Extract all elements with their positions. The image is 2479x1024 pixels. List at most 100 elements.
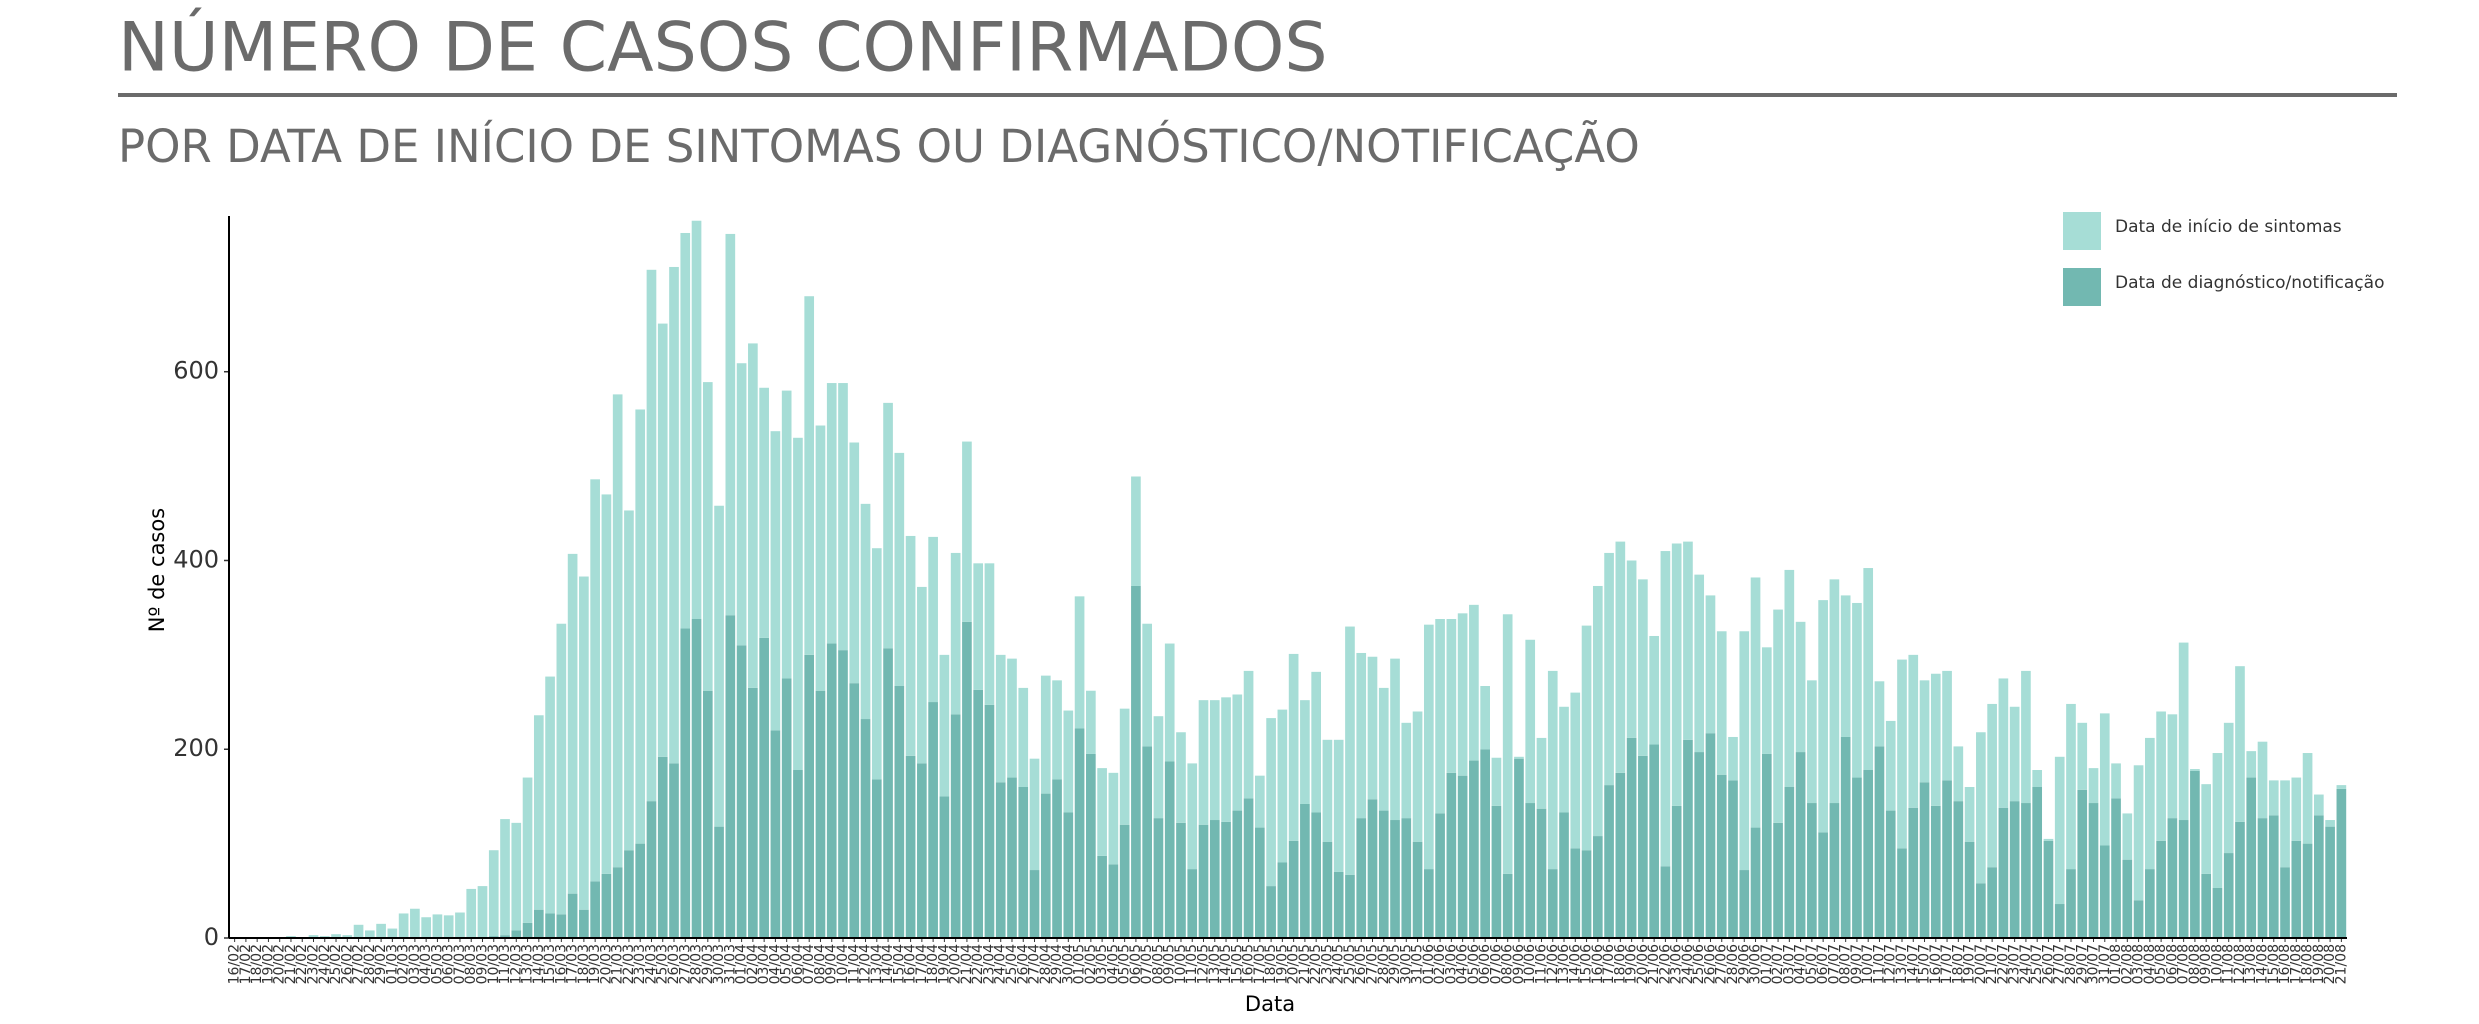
x-tick-label: 18/06: [1612, 944, 1628, 984]
bar: [635, 843, 646, 938]
legend-label: Data de diagnóstico/notificação: [2115, 273, 2384, 293]
x-tick-label: 09/05: [1162, 944, 1178, 984]
bar: [1367, 799, 1378, 938]
bar: [601, 873, 612, 938]
x-tick-label: 16/03: [553, 944, 569, 984]
bar: [2336, 788, 2347, 938]
bar: [1885, 810, 1896, 938]
bar: [2054, 904, 2065, 938]
x-tick-label: 12/04: [858, 944, 874, 984]
bar: [1559, 812, 1569, 938]
x-tick-label: 17/05: [1252, 944, 1268, 984]
bar: [657, 756, 668, 938]
x-tick-label: 24/05: [1331, 944, 1347, 984]
bar: [1908, 654, 1919, 808]
y-tick-label: 600: [173, 357, 219, 385]
bar: [1232, 694, 1243, 811]
bar: [1378, 687, 1389, 811]
x-tick-label: 30/07: [2086, 944, 2102, 984]
x-tick-label: 19/04: [936, 944, 952, 984]
bar: [522, 777, 533, 923]
x-tick-label: 16/08: [2277, 944, 2293, 984]
x-tick-label: 08/03: [463, 944, 479, 984]
bar: [871, 779, 882, 938]
x-tick-label: 13/07: [1894, 944, 1910, 984]
bar: [950, 714, 961, 938]
bar: [1964, 841, 1975, 938]
x-tick-label: 17/07: [1939, 944, 1955, 984]
bar: [2257, 741, 2268, 819]
bar: [1525, 803, 1536, 938]
x-tick-label: 03/03: [407, 944, 423, 984]
x-tick-label: 08/05: [1150, 944, 1166, 984]
bar: [1356, 652, 1367, 819]
bar: [1998, 807, 2009, 938]
bar: [2291, 777, 2302, 841]
x-tick-label: 01/05: [1072, 944, 1088, 984]
x-tick-label: 04/03: [418, 944, 434, 984]
x-tick-label: 24/03: [643, 944, 659, 984]
x-tick-label: 05/03: [429, 944, 445, 984]
x-tick-label: 13/08: [2243, 944, 2259, 984]
bar: [1311, 671, 1321, 813]
x-tick-label: 17/02: [238, 944, 254, 984]
bar: [1559, 706, 1569, 813]
bar: [488, 850, 499, 937]
x-tick-label: 16/07: [1928, 944, 1944, 984]
x-tick-label: 11/03: [497, 944, 513, 984]
bar: [1378, 810, 1389, 938]
bar: [1716, 774, 1727, 938]
bar: [1266, 886, 1276, 938]
x-tick-label: 24/06: [1680, 944, 1696, 984]
bar: [2122, 859, 2133, 938]
x-tick-label: 24/07: [2018, 944, 2034, 984]
bar: [2032, 786, 2043, 938]
x-tick-label: 01/08: [2108, 944, 2124, 984]
bar: [1333, 871, 1344, 938]
bar: [1638, 579, 1648, 756]
bar: [1750, 577, 1761, 828]
bar: [1209, 700, 1220, 821]
y-tick-label: 200: [173, 734, 219, 762]
x-tick-label: 16/05: [1241, 944, 1257, 984]
x-tick-label: 05/06: [1466, 944, 1482, 984]
x-tick-label: 17/08: [2288, 944, 2304, 984]
bar: [1390, 820, 1400, 938]
bar: [2032, 770, 2043, 787]
x-tick-label: 02/05: [1083, 944, 1099, 984]
bar: [725, 615, 736, 938]
bar: [1547, 670, 1558, 870]
bar: [2077, 789, 2088, 938]
bar: [1942, 670, 1952, 781]
x-tick-label: 28/07: [2063, 944, 2079, 984]
x-tick-label: 06/05: [1128, 944, 1144, 984]
bar: [579, 576, 589, 910]
bar: [1818, 832, 1828, 938]
bar: [1435, 813, 1445, 938]
x-tick-label: 10/07: [1860, 944, 1876, 984]
x-tick-label: 26/07: [2040, 944, 2056, 984]
x-axis-label: Data: [1245, 992, 1295, 1016]
x-tick-label: 30/06: [1748, 944, 1764, 984]
bar: [1345, 874, 1355, 938]
bar: [545, 676, 555, 914]
bar: [2223, 722, 2234, 854]
bar: [2077, 722, 2088, 790]
x-tick-label: 21/06: [1646, 944, 1662, 984]
bar: [1198, 700, 1209, 825]
bar: [815, 425, 826, 691]
x-tick-label: 14/04: [880, 944, 896, 984]
bar: [2302, 753, 2313, 844]
x-tick-label: 06/06: [1477, 944, 1493, 984]
x-tick-label: 25/03: [655, 944, 671, 984]
bar: [2088, 803, 2099, 938]
bar: [2257, 818, 2268, 938]
bar: [1232, 810, 1243, 938]
bar: [1401, 722, 1412, 819]
x-tick-label: 28/02: [362, 944, 378, 984]
bar: [1728, 780, 1738, 938]
x-tick-label: 10/03: [486, 944, 502, 984]
x-tick-label: 22/06: [1657, 944, 1673, 984]
x-tick-label: 19/06: [1624, 944, 1640, 984]
x-tick-label: 24/02: [317, 944, 333, 984]
